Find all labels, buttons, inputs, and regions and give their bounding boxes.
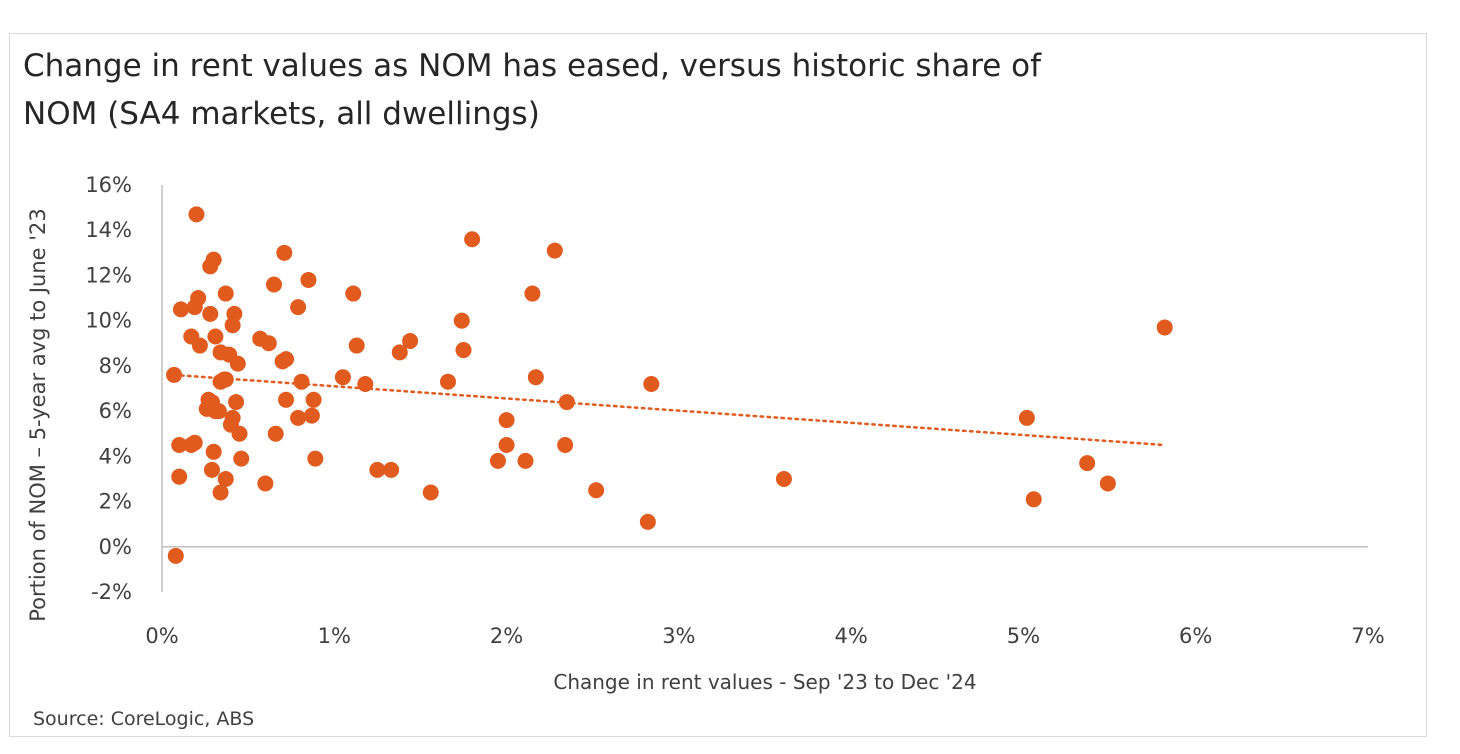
- data-point: [186, 299, 203, 316]
- x-tick-label: 2%: [490, 624, 523, 648]
- x-axis: 0% 1% 2% 3% 4% 5% 6% 7%: [145, 546, 1385, 648]
- data-points: [166, 206, 1173, 564]
- data-point: [171, 437, 188, 454]
- x-tick-label: 6%: [1179, 624, 1212, 648]
- data-point: [224, 317, 241, 334]
- data-point: [517, 452, 534, 469]
- chart-title-line-1: Change in rent values as NOM has eased, …: [23, 48, 1042, 84]
- x-tick-label: 5%: [1007, 624, 1040, 648]
- data-point: [588, 482, 605, 499]
- data-point: [1018, 409, 1035, 426]
- x-tick-label: 7%: [1351, 624, 1384, 648]
- x-tick-label: 1%: [318, 624, 351, 648]
- x-tick-label: 0%: [145, 624, 178, 648]
- y-tick-label: 0%: [99, 535, 132, 559]
- data-point: [391, 344, 408, 361]
- y-tick-label: 14%: [85, 218, 132, 242]
- data-point: [643, 375, 660, 392]
- x-axis-label: Change in rent values - Sep '23 to Dec '…: [553, 670, 976, 694]
- data-point: [278, 391, 295, 408]
- data-point: [303, 407, 320, 424]
- x-tick-label: 4%: [834, 624, 867, 648]
- data-point: [558, 394, 575, 411]
- data-point: [202, 258, 219, 275]
- y-tick-label: 8%: [99, 354, 132, 378]
- data-point: [166, 366, 183, 383]
- data-point: [186, 434, 203, 451]
- y-tick-label: 6%: [99, 399, 132, 423]
- data-point: [300, 271, 317, 288]
- y-axis-label: Portion of NOM – 5-year avg to June '23: [26, 208, 50, 621]
- data-point: [345, 285, 362, 302]
- data-point: [455, 342, 472, 359]
- data-point: [1099, 475, 1116, 492]
- data-point: [172, 301, 189, 318]
- data-point: [369, 461, 386, 478]
- data-point: [290, 409, 307, 426]
- y-axis: -2% 0% 2% 4% 6% 8% 10% 12% 14% 16%: [85, 173, 163, 604]
- y-tick-label: 10%: [85, 309, 132, 333]
- data-point: [229, 355, 246, 372]
- x-tick-label: 3%: [662, 624, 695, 648]
- data-point: [167, 547, 184, 564]
- data-point: [191, 337, 208, 354]
- y-tick-label: 2%: [99, 490, 132, 514]
- source-note: Source: CoreLogic, ABS: [33, 708, 254, 730]
- data-point: [402, 333, 419, 350]
- data-point: [233, 450, 250, 467]
- data-point: [357, 375, 374, 392]
- data-point: [489, 452, 506, 469]
- data-point: [212, 484, 229, 501]
- data-point: [216, 371, 233, 388]
- data-point: [546, 242, 563, 259]
- data-point: [305, 391, 322, 408]
- data-point: [498, 412, 515, 429]
- data-point: [265, 276, 282, 293]
- data-point: [439, 373, 456, 390]
- data-point: [267, 425, 284, 442]
- data-point: [217, 470, 234, 487]
- data-point: [276, 244, 293, 261]
- data-point: [464, 231, 481, 248]
- trendline: [172, 373, 1166, 447]
- y-tick-label: 4%: [99, 444, 132, 468]
- data-point: [524, 285, 541, 302]
- data-point: [274, 353, 291, 370]
- data-point: [498, 437, 515, 454]
- chart-frame: [9, 33, 1427, 737]
- y-tick-label: -2%: [91, 580, 132, 604]
- data-point: [557, 437, 574, 454]
- data-point: [1025, 491, 1042, 508]
- y-tick-label: 12%: [85, 263, 132, 287]
- data-point: [203, 461, 220, 478]
- data-point: [307, 450, 324, 467]
- data-point: [171, 468, 188, 485]
- data-point: [1079, 455, 1096, 472]
- data-point: [383, 461, 400, 478]
- data-point: [1156, 319, 1173, 336]
- y-tick-label: 16%: [85, 173, 132, 197]
- trendline-path: [172, 373, 1166, 447]
- data-point: [217, 285, 234, 302]
- data-point: [228, 394, 245, 411]
- data-point: [257, 475, 274, 492]
- data-point: [348, 337, 365, 354]
- data-point: [290, 299, 307, 316]
- data-point: [293, 373, 310, 390]
- data-point: [527, 369, 544, 386]
- data-point: [422, 484, 439, 501]
- chart-title-line-2: NOM (SA4 markets, all dwellings): [23, 96, 540, 132]
- data-point: [231, 425, 248, 442]
- data-point: [207, 328, 224, 345]
- data-point: [453, 312, 470, 329]
- data-point: [210, 403, 227, 420]
- data-point: [334, 369, 351, 386]
- data-point: [639, 513, 656, 530]
- data-point: [202, 305, 219, 322]
- data-point: [188, 206, 205, 223]
- data-point: [775, 470, 792, 487]
- data-point: [205, 443, 222, 460]
- data-point: [260, 335, 277, 352]
